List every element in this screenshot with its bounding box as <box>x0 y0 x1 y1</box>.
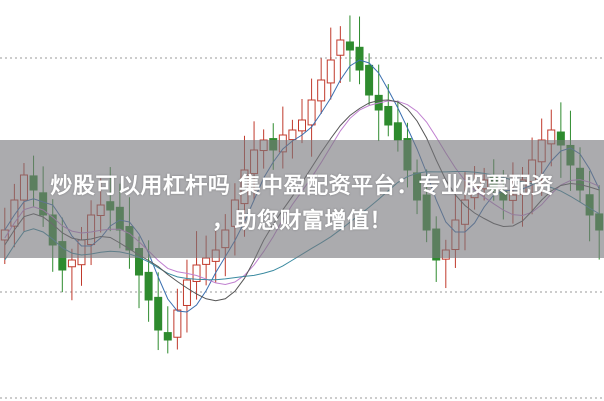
candle-body <box>154 296 163 331</box>
candle-body <box>317 79 326 102</box>
headline-line-2: ，助您财富增值！ <box>211 209 392 234</box>
candle-body <box>144 271 153 301</box>
candle-body <box>67 259 76 268</box>
candle-body <box>326 59 335 84</box>
candle-body <box>163 332 172 341</box>
candle-body <box>182 279 191 306</box>
candle-body <box>345 41 354 51</box>
candle-body <box>173 309 182 338</box>
candle-body <box>336 39 345 56</box>
candle-body <box>384 105 393 126</box>
candle-body <box>393 122 402 141</box>
headline-overlay-band <box>0 140 604 258</box>
candle-body <box>365 64 374 96</box>
candle-body <box>288 129 297 141</box>
candle-body <box>355 46 364 71</box>
candle-body <box>298 119 306 132</box>
headline-line-1: 炒股可以用杠杆吗 集中盈配资平台：专业股票配资 <box>50 174 554 199</box>
candle-body <box>307 99 316 126</box>
candle-body <box>192 264 201 282</box>
candle-body <box>202 257 211 265</box>
